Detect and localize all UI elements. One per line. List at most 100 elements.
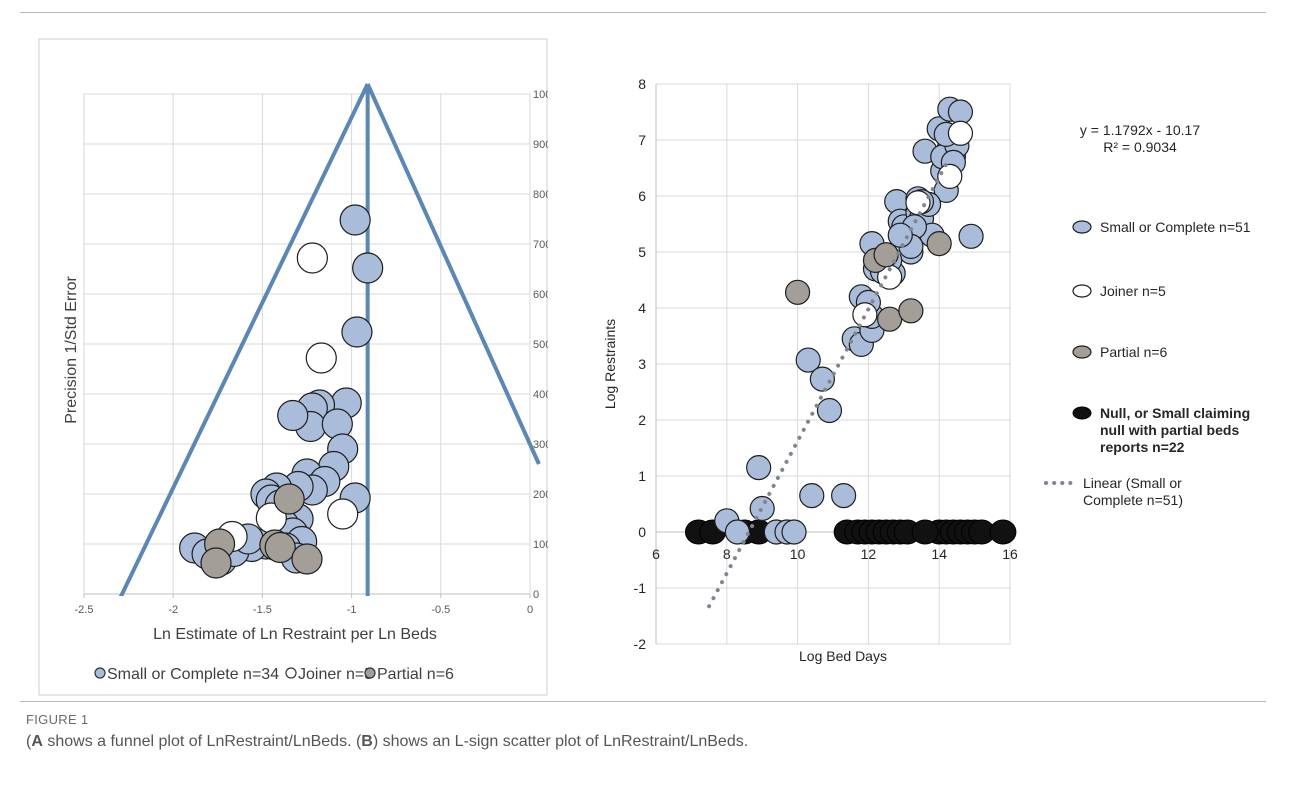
x-axis-label: Log Bed Days <box>799 648 887 664</box>
y-axis-label: Log Restraints <box>602 319 618 409</box>
y-tick-label: 700 <box>533 239 548 251</box>
point-small-or-complete-n-51 <box>831 483 857 509</box>
point-partial-n-6 <box>785 279 811 305</box>
y-tick-label: 4 <box>638 300 646 316</box>
legend-marker-partial-n-6 <box>1072 345 1092 359</box>
legend-label-null-line: null with partial beds <box>1100 422 1239 438</box>
point-partial-n-6 <box>200 547 232 579</box>
funnel-plot-svg: 0 100 200 300 400 500 600 700 800 900 1000 -2.5 -2 -1… <box>38 38 548 696</box>
point-small-or-complete-n-34 <box>339 204 371 236</box>
point-small-or-complete-n-51 <box>781 519 807 545</box>
x-tick-label: 6 <box>652 546 660 562</box>
x-tick-label: 16 <box>1002 546 1018 562</box>
point-partial-n-6 <box>926 231 952 257</box>
trend-r-squared: R² = 0.9034 <box>1103 139 1177 155</box>
funnel-left-line <box>118 83 370 596</box>
point-small-or-complete-n-51 <box>809 366 835 392</box>
figure-caption: FIGURE 1 (A shows a funnel plot of LnRes… <box>26 712 1266 751</box>
trend-equation: y = 1.1792x - 10.17 <box>1080 122 1200 138</box>
y-tick-label: 100 <box>533 539 548 551</box>
point-null-or-small-claiming-null-with-partial-beds-reports-n-22 <box>989 519 1017 545</box>
caption-b-marker: B <box>361 733 373 750</box>
point-joiner-n-5 <box>327 498 359 530</box>
point-small-or-complete-n-51 <box>816 397 843 424</box>
y-tick-label: 7 <box>638 132 646 148</box>
y-tick-label: 0 <box>533 589 539 601</box>
funnel-right-line <box>365 83 541 465</box>
point-partial-n-6 <box>264 531 296 564</box>
legend-marker-partial-n-6 <box>364 667 376 679</box>
y-tick-label: 900 <box>533 139 548 151</box>
legend-label-joiner-n-5: Joiner n=5 <box>298 666 373 683</box>
y-tick-label: -2 <box>634 636 647 652</box>
point-small-or-complete-n-51 <box>958 223 984 249</box>
x-tick-label: 8 <box>723 546 731 562</box>
legend-marker-joiner-n-5 <box>1072 284 1092 298</box>
legend-label-partial-n-6: Partial n=6 <box>1100 344 1168 360</box>
legend-label-null: Null, or Small claiming null with partial… <box>1100 405 1250 455</box>
x-axis-label: Ln Estimate of Ln Restraint per Ln Beds <box>153 626 437 643</box>
legend-label-null-line: Null, or Small claiming <box>1100 405 1250 421</box>
y-axis-label: Precision 1/Std Error <box>63 276 80 424</box>
y-tick-label: 2 <box>638 412 646 428</box>
point-small-or-complete-n-34 <box>277 399 309 432</box>
panel-b-scatter-plot: -2 -1 0 1 2 3 4 5 6 7 8 6 8 10 12 14 16 Log Restraints Log… <box>600 70 1270 670</box>
legend-marker-joiner-n-5 <box>285 667 297 679</box>
point-small-or-complete-n-51 <box>749 495 775 522</box>
top-rule <box>20 12 1266 13</box>
y-tick-label: 400 <box>533 389 548 401</box>
y-tick-label: 6 <box>638 188 646 204</box>
point-small-or-complete-n-51 <box>947 99 974 125</box>
point-partial-n-6 <box>291 543 323 575</box>
legend-label-joiner-n-5: Joiner n=5 <box>1100 283 1166 299</box>
point-partial-n-6 <box>877 306 903 332</box>
y-tick-label: 0 <box>638 524 646 540</box>
point-small-or-complete-n-34 <box>352 252 384 284</box>
point-small-or-complete-n-51 <box>746 455 772 481</box>
caption-a-text: shows a funnel plot of LnRestraint/LnBed… <box>42 733 362 750</box>
y-tick-label: 8 <box>638 76 646 92</box>
x-tick-label: 0 <box>527 604 533 616</box>
x-tick-label: -0.5 <box>431 604 450 616</box>
point-joiner-n-5 <box>305 342 337 374</box>
panel-a-funnel-plot: 0 100 200 300 400 500 600 700 800 900 1000 -2.5 -2 -1… <box>38 38 548 698</box>
point-partial-n-6 <box>898 298 924 324</box>
legend-marker-small-or-complete-n-34 <box>94 667 106 679</box>
x-tick-label: 12 <box>861 546 877 562</box>
x-tick-label: 14 <box>931 546 947 562</box>
y-tick-label: -1 <box>634 580 647 596</box>
point-small-or-complete-n-34 <box>341 316 373 348</box>
y-tick-label: 200 <box>533 489 548 501</box>
caption-a-marker: A <box>31 733 43 750</box>
point-small-or-complete-n-51 <box>887 222 913 248</box>
point-small-or-complete-n-51 <box>795 347 821 373</box>
legend-label-small-or-complete-n-34: Small or Complete n=34 <box>107 666 279 683</box>
y-tick-label: 500 <box>533 339 548 351</box>
y-tick-label: 3 <box>638 356 646 372</box>
bottom-rule <box>20 701 1266 702</box>
x-tick-label: -1 <box>347 604 357 616</box>
legend-marker-null <box>1072 406 1092 420</box>
point-joiner-n-5 <box>947 120 974 146</box>
point-joiner-n-5 <box>905 190 931 216</box>
point-joiner-n-5 <box>852 302 878 328</box>
legend-label-null-line: reports n=22 <box>1100 439 1185 455</box>
chart-frame <box>38 38 548 696</box>
point-small-or-complete-n-51 <box>799 483 825 509</box>
legend-marker-small-or-complete-n-51 <box>1072 220 1092 234</box>
x-tick-label: -1.5 <box>253 604 272 616</box>
legend-label-partial-n-6: Partial n=6 <box>377 666 454 683</box>
y-tick-label: 1000 <box>533 89 548 101</box>
y-tick-label: 1 <box>638 468 646 484</box>
x-tick-label: 10 <box>790 546 806 562</box>
y-tick-label: 5 <box>638 244 646 260</box>
legend-label-trendline-line: Linear (Small or <box>1083 475 1182 491</box>
point-joiner-n-5 <box>937 163 963 190</box>
y-tick-label: 800 <box>533 189 548 201</box>
y-tick-label: 300 <box>533 439 548 451</box>
point-joiner-n-5 <box>296 242 328 274</box>
y-tick-label: 600 <box>533 289 548 301</box>
caption-b-text: shows an L-sign scatter plot of LnRestra… <box>378 733 749 750</box>
caption-text: (A shows a funnel plot of LnRestraint/Ln… <box>26 733 749 750</box>
